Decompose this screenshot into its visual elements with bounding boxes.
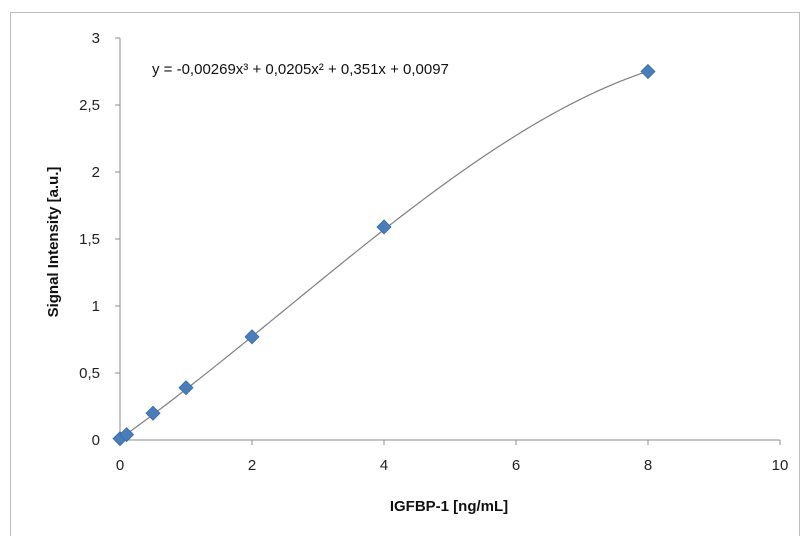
y-tick-label: 2,5 xyxy=(79,97,100,114)
chart-frame xyxy=(10,12,800,536)
x-tick-label: 10 xyxy=(772,457,789,474)
polynomial-trendline xyxy=(119,70,649,440)
y-axis: 0 0,5 1 1,5 2 2,5 3 xyxy=(79,30,121,449)
trendline-equation: y = -0,00269x³ + 0,0205x² + 0,351x + 0,0… xyxy=(152,61,449,78)
x-axis-title: IGFBP-1 [ng/mL] xyxy=(390,498,508,515)
x-axis: 0 2 4 6 8 10 xyxy=(116,439,789,474)
data-point xyxy=(119,427,135,443)
data-point xyxy=(145,405,161,421)
y-tick-label: 2 xyxy=(92,164,100,181)
data-point xyxy=(640,63,656,80)
data-points xyxy=(112,63,656,447)
data-point xyxy=(376,219,392,235)
x-tick-label: 6 xyxy=(512,457,520,474)
y-tick-label: 0,5 xyxy=(79,365,100,382)
y-tick-label: 0 xyxy=(92,432,100,449)
data-point xyxy=(244,329,260,345)
x-tick-label: 8 xyxy=(644,457,652,474)
x-tick-label: 4 xyxy=(380,457,388,474)
x-tick-label: 2 xyxy=(248,457,256,474)
y-tick-label: 1,5 xyxy=(79,231,100,248)
y-axis-title: Signal Intensity [a.u.] xyxy=(45,167,62,318)
y-tick-label: 1 xyxy=(92,298,100,315)
data-point xyxy=(178,380,194,396)
y-tick-label: 3 xyxy=(92,30,100,47)
x-tick-label: 0 xyxy=(116,457,124,474)
